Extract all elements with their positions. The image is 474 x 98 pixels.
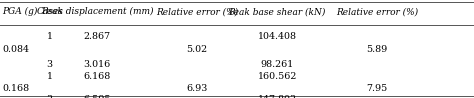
Text: 6.168: 6.168 [83,72,111,81]
Text: Relative error (%): Relative error (%) [336,7,418,16]
Text: 147.803: 147.803 [258,95,297,98]
Text: 1: 1 [47,32,53,41]
Text: 3.016: 3.016 [83,60,111,69]
Text: Peak base shear (kN): Peak base shear (kN) [228,7,326,16]
Text: Relative error (%): Relative error (%) [155,7,238,16]
Text: 98.261: 98.261 [261,60,294,69]
Text: 104.408: 104.408 [258,32,297,41]
Text: 3: 3 [47,95,53,98]
Text: 0.084: 0.084 [2,45,29,54]
Text: 6.93: 6.93 [186,84,208,93]
Text: 7.95: 7.95 [366,84,387,93]
Text: 6.595: 6.595 [83,95,111,98]
Text: 1: 1 [47,72,53,81]
Text: 5.02: 5.02 [186,45,207,54]
Text: PGA (g): PGA (g) [2,7,38,16]
Text: Peak displacement (mm): Peak displacement (mm) [41,7,154,16]
Text: 3: 3 [47,60,53,69]
Text: 2.867: 2.867 [83,32,111,41]
Text: Cases: Cases [36,7,63,16]
Text: 0.168: 0.168 [2,84,29,93]
Text: 160.562: 160.562 [257,72,297,81]
Text: 5.89: 5.89 [366,45,387,54]
